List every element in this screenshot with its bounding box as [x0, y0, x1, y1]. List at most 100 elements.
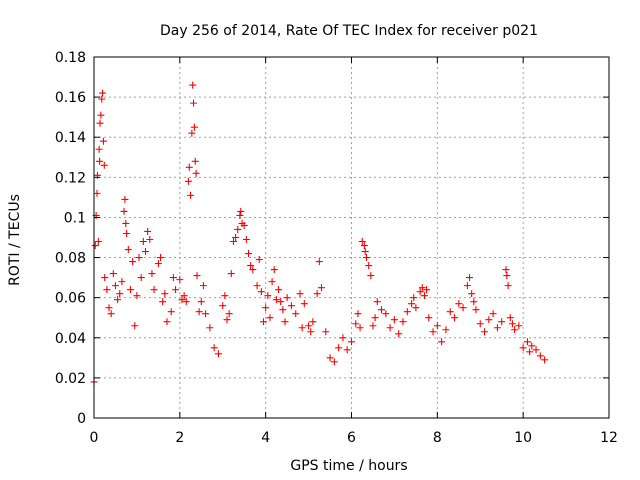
x-tick-label: 10	[514, 430, 532, 446]
data-point	[403, 308, 411, 316]
data-point	[245, 250, 252, 258]
data-point	[423, 286, 431, 294]
data-point	[354, 310, 362, 318]
data-point	[262, 304, 270, 312]
x-tick-label: 0	[90, 430, 99, 446]
axis-ticks: 0 2 4 6 8 10 12 0 0.02 0.04 0.06 0.08 0.1 0.12 0.14 0.1…	[55, 50, 618, 446]
data-point	[195, 308, 203, 316]
data-point	[240, 221, 248, 229]
data-point	[493, 324, 501, 332]
data-point	[225, 310, 233, 318]
data-point	[185, 163, 193, 171]
data-point	[283, 294, 291, 302]
data-point	[232, 234, 240, 241]
data-point	[260, 318, 268, 326]
data-point	[305, 322, 313, 330]
data-point	[202, 310, 210, 318]
data-point	[190, 123, 198, 131]
x-axis-label: GPS time / hours	[290, 458, 407, 474]
data-point	[95, 145, 103, 153]
data-point	[296, 290, 304, 298]
data-point	[111, 282, 119, 290]
data-point	[135, 254, 143, 262]
data-point	[481, 328, 489, 336]
data-point	[287, 302, 295, 310]
data-point	[129, 258, 137, 266]
data-point	[536, 352, 544, 360]
data-point	[118, 278, 126, 286]
data-point	[523, 338, 531, 346]
data-point	[188, 129, 196, 137]
data-point	[363, 254, 371, 262]
data-point	[541, 356, 549, 364]
data-point	[382, 310, 390, 318]
x-tick-label: 4	[261, 430, 270, 446]
data-point	[120, 207, 128, 215]
data-point	[498, 318, 506, 326]
data-point	[468, 290, 476, 298]
data-point	[93, 189, 101, 197]
data-point	[455, 300, 463, 308]
y-tick-label: 0.12	[55, 170, 86, 186]
data-point	[408, 300, 416, 308]
x-tick-label: 6	[347, 430, 356, 446]
data-point	[109, 270, 117, 278]
data-point	[223, 316, 231, 324]
data-point	[307, 328, 315, 336]
data-point	[339, 334, 347, 342]
data-point	[466, 274, 474, 282]
data-point	[94, 238, 102, 246]
data-point	[352, 320, 360, 328]
data-point	[242, 236, 250, 244]
data-point	[249, 266, 257, 274]
data-point	[187, 191, 195, 199]
data-point	[214, 350, 222, 358]
data-point	[121, 195, 129, 203]
data-point	[371, 314, 379, 322]
data-point	[229, 238, 237, 246]
data-point	[373, 298, 381, 306]
data-point	[489, 310, 497, 318]
data-point	[390, 316, 398, 324]
data-point	[300, 300, 308, 308]
data-point	[367, 272, 375, 280]
data-point	[236, 211, 244, 219]
data-point	[335, 344, 343, 352]
data-point	[96, 119, 104, 127]
data-point	[180, 292, 188, 300]
data-point	[142, 248, 149, 256]
data-point	[412, 304, 420, 312]
data-point	[157, 254, 165, 262]
data-point	[343, 346, 351, 354]
data-point	[192, 169, 200, 177]
data-point	[446, 308, 454, 316]
data-point	[472, 306, 480, 314]
data-point	[266, 314, 274, 322]
y-tick-label: 0.16	[55, 90, 86, 106]
data-point	[210, 344, 218, 352]
data-point	[420, 292, 428, 300]
data-point	[184, 177, 192, 185]
data-point	[219, 302, 227, 310]
data-point	[133, 292, 141, 300]
data-point	[99, 137, 107, 145]
data-point	[255, 256, 263, 264]
data-point	[206, 324, 214, 332]
data-point	[532, 346, 540, 354]
data-point	[429, 328, 437, 336]
data-point	[91, 242, 99, 250]
data-point	[144, 227, 152, 235]
data-point	[122, 219, 130, 227]
y-tick-label: 0.02	[55, 371, 86, 387]
data-point	[281, 318, 289, 326]
data-point	[416, 288, 424, 296]
data-point	[98, 95, 106, 103]
data-point	[197, 298, 205, 306]
data-point	[103, 286, 111, 294]
data-point	[309, 318, 317, 326]
data-point	[348, 338, 355, 346]
data-point	[360, 242, 368, 250]
data-point	[178, 296, 186, 304]
data-point	[124, 246, 132, 254]
data-point	[504, 282, 512, 290]
